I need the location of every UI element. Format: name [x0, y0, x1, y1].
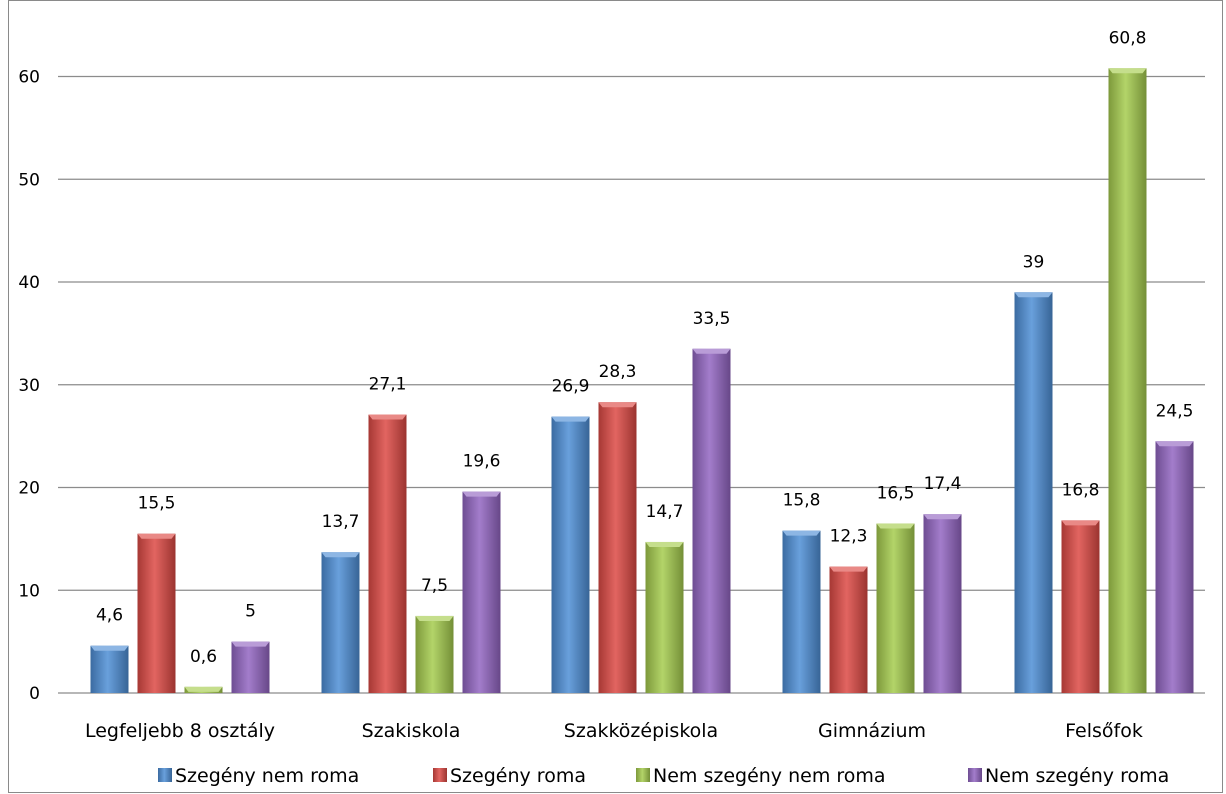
data-label: 15,5 — [138, 494, 176, 514]
bar-bevel — [91, 646, 129, 651]
data-label: 60,8 — [1109, 28, 1147, 48]
category-label: Szakközépiskola — [564, 720, 718, 742]
bar-bevel — [693, 349, 731, 354]
category-labels: Legfeljebb 8 osztály Szakiskola Szakközépi… — [85, 720, 1143, 742]
bar — [91, 646, 129, 693]
bar-bevel — [1062, 520, 1100, 525]
y-axis-ticks: 0 10 20 30 40 50 60 — [18, 68, 40, 705]
bar-bevel — [783, 531, 821, 536]
y-tick-label: 0 — [29, 684, 40, 704]
data-label: 16,5 — [877, 483, 915, 503]
bar-bevel — [1156, 441, 1194, 446]
bar — [1062, 520, 1100, 693]
bar — [646, 542, 684, 693]
data-label: 5 — [245, 602, 256, 622]
data-label: 13,7 — [322, 512, 360, 532]
legend-swatch — [968, 768, 982, 782]
bar — [924, 514, 962, 693]
data-label: 27,1 — [369, 375, 407, 395]
bar — [552, 417, 590, 693]
bar-bevel — [463, 492, 501, 497]
bar-bevel — [1109, 68, 1147, 73]
category-label: Gimnázium — [818, 720, 926, 742]
bar-bevel — [416, 616, 454, 621]
data-label: 26,9 — [552, 377, 590, 397]
category-label: Legfeljebb 8 osztály — [85, 720, 275, 742]
y-tick-label: 30 — [18, 376, 40, 396]
bar-bevel — [830, 567, 868, 572]
data-label: 4,6 — [96, 606, 123, 626]
category-label: Szakiskola — [362, 720, 461, 742]
legend-swatch — [636, 768, 650, 782]
legend-label: Szegény nem roma — [175, 765, 359, 787]
data-label: 17,4 — [924, 474, 962, 494]
y-tick-label: 50 — [18, 170, 40, 190]
bar — [416, 616, 454, 693]
data-label: 0,6 — [190, 647, 217, 667]
data-label: 33,5 — [693, 309, 731, 329]
y-tick-label: 40 — [18, 273, 40, 293]
bar — [599, 402, 637, 693]
legend-item: Szegény nem roma — [158, 765, 359, 787]
bar — [783, 531, 821, 693]
bar — [693, 349, 731, 693]
data-label: 39 — [1023, 252, 1045, 272]
bar-bevel — [599, 402, 637, 407]
y-tick-label: 20 — [18, 479, 40, 499]
data-label: 14,7 — [646, 502, 684, 522]
bar-bevel — [877, 523, 915, 528]
legend-item: Nem szegény nem roma — [636, 765, 886, 787]
bar-bevel — [924, 514, 962, 519]
bar — [232, 642, 270, 693]
bar — [322, 552, 360, 693]
data-label: 16,8 — [1062, 480, 1100, 500]
data-label: 7,5 — [421, 576, 448, 596]
bar — [369, 415, 407, 693]
bars — [91, 68, 1194, 693]
legend-label: Nem szegény roma — [985, 765, 1169, 787]
legend-label: Szegény roma — [450, 765, 586, 787]
bar-bevel — [322, 552, 360, 557]
data-label: 19,6 — [463, 452, 501, 472]
legend-item: Nem szegény roma — [968, 765, 1169, 787]
legend-swatch — [433, 768, 447, 782]
bar-bevel — [138, 534, 176, 539]
legend-item: Szegény roma — [433, 765, 586, 787]
bar — [877, 523, 915, 693]
bar-bevel — [232, 642, 270, 647]
bar — [830, 567, 868, 693]
data-label: 12,3 — [830, 527, 868, 547]
bar-bevel — [646, 542, 684, 547]
legend-label: Nem szegény nem roma — [653, 765, 886, 787]
bar-bevel — [369, 415, 407, 420]
legend-swatch — [158, 768, 172, 782]
bar-bevel — [185, 687, 223, 692]
data-label: 15,8 — [783, 491, 821, 511]
data-label: 28,3 — [599, 362, 637, 382]
bar-bevel — [1015, 292, 1053, 297]
bar — [1109, 68, 1147, 693]
bar — [463, 492, 501, 693]
bar-bevel — [552, 417, 590, 422]
y-tick-label: 10 — [18, 581, 40, 601]
category-label: Felsőfok — [1065, 720, 1143, 742]
legend: Szegény nem roma Szegény roma Nem szegény … — [158, 765, 1169, 787]
data-label: 24,5 — [1156, 401, 1194, 421]
bar — [1156, 441, 1194, 693]
bar — [138, 534, 176, 693]
bar — [1015, 292, 1053, 693]
y-tick-label: 60 — [18, 68, 40, 88]
